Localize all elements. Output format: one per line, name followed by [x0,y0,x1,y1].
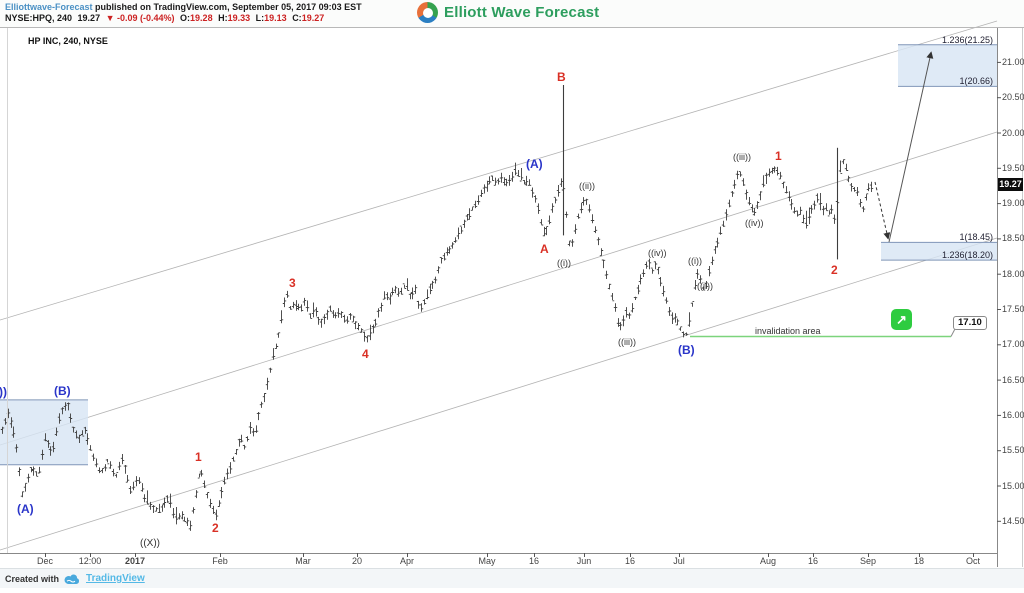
brand-title: Elliott Wave Forecast [444,4,600,21]
ohlc-open: 19.28 [190,13,213,23]
ohlc-high-label: H: [218,13,228,23]
ticker-last: 19.27 [77,13,101,23]
channel-line [0,20,998,321]
created-with-label: Created with [5,573,60,584]
tradingview-link[interactable]: TradingView [86,573,145,584]
ohlc-high: 19.33 [227,13,251,23]
ohlc-low: 19.13 [264,13,287,23]
target-box [881,242,997,261]
ohlc-close: 19.27 [301,13,325,23]
chart-legend-title: HP INC, 240, NYSE [28,36,108,46]
ticker-change: ▼ -0.09 (-0.44%) [105,13,175,23]
elliott-wave-forecast-logo-icon [417,2,438,23]
byline: Elliottwave-Forecast published on Tradin… [5,2,362,12]
target-box [898,44,997,87]
ticker-symbol: NYSE:HPQ, 240 [5,13,73,23]
ohlc-open-label: O: [180,13,191,23]
price-bars [0,159,874,531]
ticker-line: NYSE:HPQ, 240 19.27 ▼ -0.09 (-0.44%) O:1… [5,13,327,23]
ohlc-low-label: L: [255,13,265,23]
footer-bar: Created with TradingView [0,568,1024,588]
channel-line [0,131,998,446]
ohlc-close-label: C: [292,13,302,23]
projection-dashed-arrow [874,181,891,240]
header-bar: Elliottwave-Forecast published on Tradin… [0,0,1024,27]
projection-solid-arrow [888,51,934,243]
brand: Elliott Wave Forecast [417,2,599,23]
channel-line [0,237,998,551]
byline-text: published on TradingView.com, September … [95,2,362,12]
author-link[interactable]: Elliottwave-Forecast [5,2,93,12]
tradingview-cloud-icon [64,573,80,584]
invalidation-callout-tail [950,326,957,337]
logo-center [422,7,433,18]
